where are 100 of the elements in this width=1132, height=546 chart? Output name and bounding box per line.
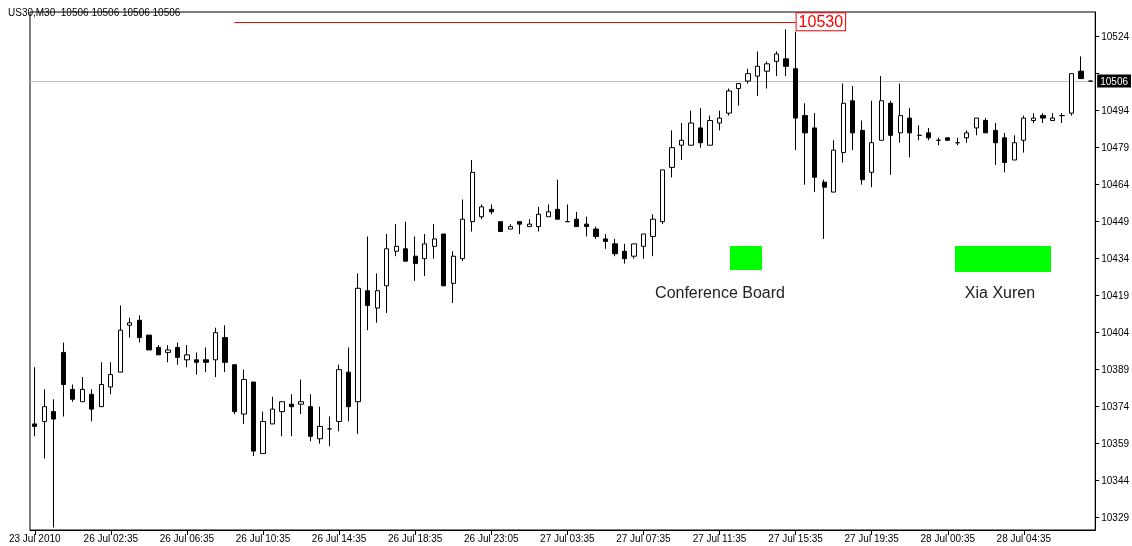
candlestick [783,28,789,77]
candlestick [118,305,123,373]
candlestick [622,243,627,265]
candlestick [536,206,541,233]
y-tick-label: 10524 [1101,31,1130,43]
candlestick [688,110,694,146]
candlestick [156,344,161,356]
candlestick [137,314,142,344]
candlestick [707,115,713,146]
candlestick [108,361,113,395]
candlestick [888,100,893,176]
candlestick [736,83,741,107]
candlestick [831,139,836,193]
candlestick [327,416,332,447]
ref-line-label: 10506 [1100,75,1129,87]
candlestick [194,351,199,376]
candlestick [641,233,646,260]
candlestick [917,124,922,141]
y-tick-label: 10449 [1101,216,1130,228]
candlestick [1040,112,1046,124]
candlestick [945,137,950,141]
candlestick [413,235,418,282]
y-tick-label: 10464 [1101,179,1130,191]
annotation: Conference Board [655,284,785,302]
candlestick [517,221,522,235]
candlestick [869,100,874,188]
x-tick-label: 26 Jul 23:05 [464,532,519,544]
x-tick-label: 27 Jul 11:35 [692,532,747,544]
candlestick [764,60,770,89]
candlestick [460,198,465,262]
candlestick [99,361,104,408]
candlestick [508,223,513,230]
y-tick-label: 10494 [1101,105,1130,117]
candlestick [802,102,808,186]
candlestick [1069,73,1074,117]
x-tick-label: 27 Jul 15:35 [768,532,824,544]
candlestick [394,223,399,257]
candlestick [603,233,608,250]
y-tick-label: 10404 [1101,327,1130,339]
candlestick [175,342,180,366]
candlestick [1059,112,1065,124]
candlestick [61,342,66,418]
candlestick [336,364,342,432]
candlestick [451,250,456,304]
x-tick-label: 28 Jul 04:35 [996,532,1052,544]
candlestick [498,221,503,233]
candlestick [346,346,351,422]
candlestick [698,107,703,149]
candlestick [660,169,665,225]
x-tick-label: 23 Jul 2010 [8,532,62,544]
candlestick [898,83,903,144]
x-tick-label: 27 Jul 07:35 [616,532,672,544]
candlestick [964,129,969,144]
candlestick [812,112,817,193]
candlestick [1002,132,1007,173]
x-tick-label: 26 Jul 14:35 [311,532,367,544]
candlestick [146,334,152,351]
x-tick-label: 26 Jul 10:35 [235,532,291,544]
candlestick [232,364,237,415]
x-tick-label: 26 Jul 02:35 [83,532,139,544]
candlestick [584,216,589,237]
candlestick [527,218,532,228]
candlestick [907,107,912,159]
candlestick [251,381,256,457]
candlestick [555,179,560,220]
candlestick [679,122,684,161]
candlestick [165,344,171,363]
candlestick [993,122,998,166]
candlestick [355,272,361,435]
candlestick [546,203,551,218]
y-tick-label: 10479 [1101,142,1130,154]
candlestick [574,211,579,228]
candlestick [365,235,370,331]
candlestick [974,117,979,136]
candlestick [479,203,484,220]
y-tick-label: 10374 [1101,401,1130,413]
candlestick [32,366,37,437]
chart-title: US30,M30 10506 10506 10506 10506 [8,6,181,18]
candlestick [241,369,247,425]
candlestick [565,203,570,223]
candlestick [926,127,931,141]
candlestick [298,379,304,415]
ref-line-label: 10530 [798,13,844,31]
candlestick [1012,134,1017,161]
candlestick [470,159,475,233]
candlestick [489,203,494,215]
candlestick [1078,55,1084,80]
candlestick [793,31,798,151]
candlestick [127,317,132,339]
candlestick [213,327,218,378]
candlestick [1021,115,1026,154]
candlestick [726,87,732,117]
candlestick [279,401,285,437]
y-tick-label: 10419 [1101,290,1130,302]
candlestick [260,411,266,455]
annotation: Xia Xuren [964,284,1036,302]
candlestick [270,396,275,425]
candlestick [384,233,389,314]
y-tick-label: 10359 [1101,438,1130,450]
candlestick [1050,112,1055,122]
